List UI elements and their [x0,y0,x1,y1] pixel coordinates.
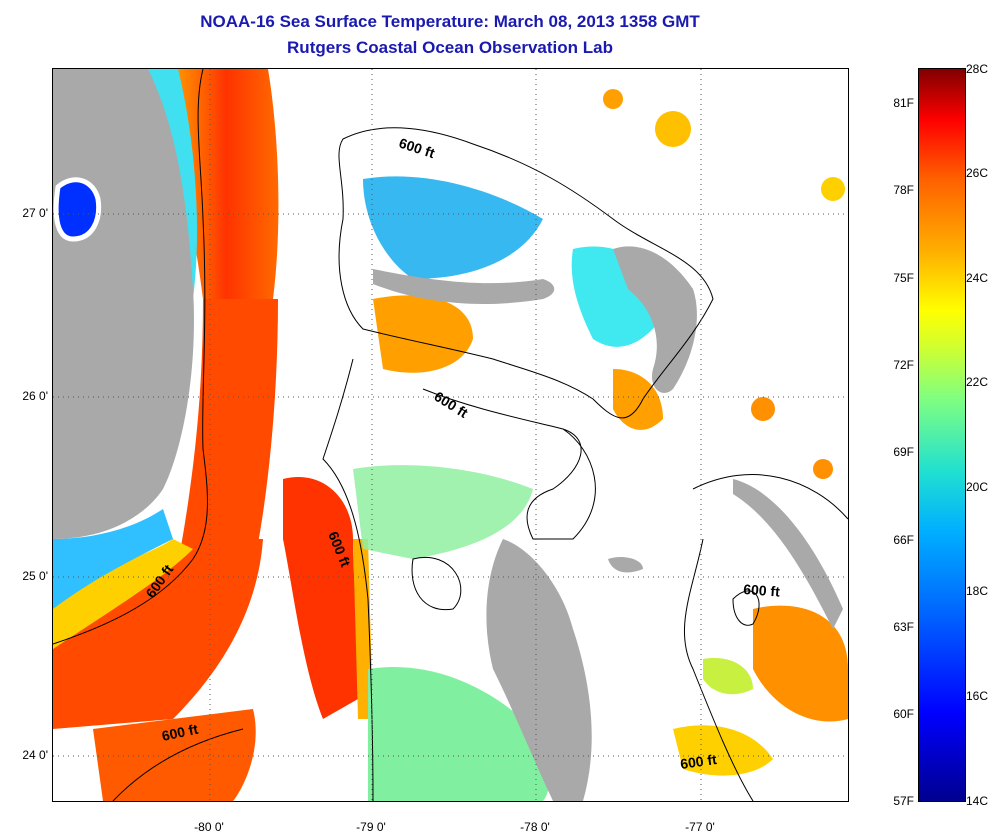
isobath-label-southeast: 600 ft [743,581,781,600]
colorbar-f-78: 78F [893,183,914,197]
se-patch [813,459,833,479]
lon-label-79: -79 0' [356,820,386,834]
colorbar-f-57: 57F [893,794,914,808]
south-green [368,667,550,801]
colorbar-f-75: 75F [893,271,914,285]
ne-patch-1 [655,111,691,147]
grand-bahama [373,269,555,304]
ne-patch-2 [821,177,845,201]
colorbar-c-24: 24C [966,271,989,285]
gulf-stream-mid [173,299,278,589]
channel-red [283,477,360,719]
colorbar-c-20: 20C [966,480,989,494]
north-orange [373,295,473,373]
colorbar-f-69: 69F [893,445,914,459]
little-bahama-cyan [363,176,543,279]
lat-label-26: 26 0' [22,389,48,403]
isobath-label-southwest: 600 ft [160,721,199,744]
colorbar-c-14: 14C [966,794,989,808]
colorbar-f-72: 72F [893,358,914,372]
south-yellow [673,725,773,776]
colorbar-f-63: 63F [893,620,914,634]
lat-label-27: 27 0' [22,206,48,220]
colorbar-f-66: 66F [893,533,914,547]
new-providence [608,557,643,573]
sst-map-drawing: 600 ft 600 ft 600 ft 600 ft 600 ft 600 f… [53,69,848,801]
lon-label-78: -78 0' [520,820,550,834]
lon-label-80: -80 0' [194,820,224,834]
isobath-contours [53,69,848,801]
map-title: NOAA-16 Sea Surface Temperature: March 0… [200,12,700,31]
colorbar-f-81: 81F [893,96,914,110]
gulf-stream-south [53,539,263,729]
central-green [353,465,533,559]
lake-okeechobee [53,177,102,242]
temperature-colorbar [918,68,966,802]
coastal-gradient [53,539,193,649]
southeast-orange [753,605,848,722]
isobath-label-central: 600 ft [431,388,471,421]
lat-label-24: 24 0' [22,748,48,762]
southeast-yellow [703,658,753,695]
lat-label-25: 25 0' [22,569,48,583]
colorbar-c-26: 26C [966,166,989,180]
east-patch [751,397,775,421]
grid-lines [53,69,848,801]
andros-island [486,539,592,801]
colorbar-c-22: 22C [966,375,989,389]
florida-mainland [53,69,194,539]
colorbar-f-60: 60F [893,707,914,721]
isobath-label-north: 600 ft [397,135,437,162]
colorbar-c-18: 18C [966,584,989,598]
colorbar-c-16: 16C [966,689,989,703]
colorbar-c-28: 28C [966,62,989,76]
eleuthera-island [733,479,843,629]
lon-label-77: -77 0' [685,820,715,834]
ne-patch-3 [603,89,623,109]
sst-map[interactable]: 600 ft 600 ft 600 ft 600 ft 600 ft 600 f… [52,68,849,802]
coastal-cyan-south [53,509,173,609]
abaco-island [613,246,697,393]
map-subtitle: Rutgers Coastal Ocean Observation Lab [287,38,613,57]
east-orange [613,369,663,430]
